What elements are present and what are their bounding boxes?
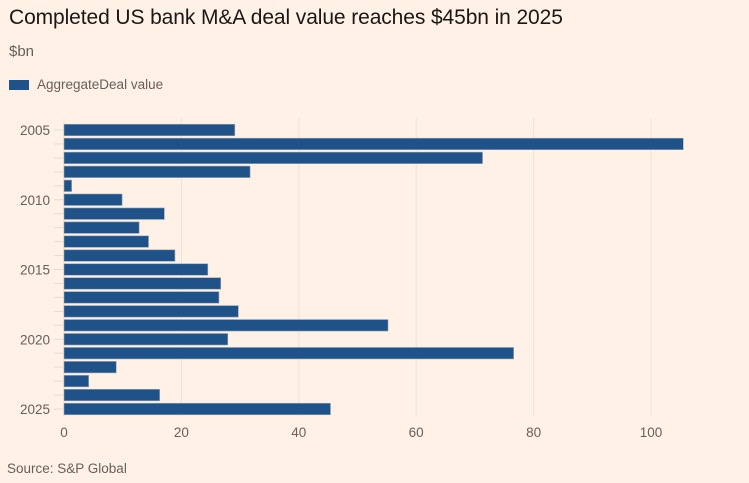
bar-2020: [63, 333, 229, 346]
bar-2005: [63, 123, 236, 137]
x-axis: 0 20 40 60 80 100: [60, 425, 662, 440]
bar-2025: [63, 402, 331, 416]
legend: AggregateDeal value: [9, 77, 163, 92]
bar-2015: [63, 263, 209, 276]
x-tick-label: 40: [291, 425, 306, 440]
y-tick-label: 2015: [20, 263, 50, 278]
bar-2010: [63, 193, 123, 206]
source-note: Source: S&P Global: [7, 461, 127, 476]
chart-title: Completed US bank M&A deal value reaches…: [9, 6, 563, 29]
x-tick-label: 0: [60, 425, 68, 440]
bar-2014: [63, 249, 176, 262]
bar-2012: [63, 221, 140, 234]
bar-2018: [63, 305, 239, 318]
bar-2017: [63, 291, 220, 304]
x-tick-label: 100: [640, 425, 663, 440]
bars: [63, 123, 684, 416]
x-tick-label: 60: [409, 425, 424, 440]
legend-swatch: [9, 79, 29, 90]
bar-2008: [63, 165, 251, 178]
bar-2023: [63, 375, 89, 388]
y-tick-label: 2010: [20, 193, 50, 208]
x-tick-label: 80: [526, 425, 541, 440]
bar-2021: [63, 347, 514, 360]
y-tick-label: 2020: [20, 332, 50, 347]
bar-2019: [63, 319, 389, 332]
bar-2009: [63, 179, 72, 192]
bar-2022: [63, 361, 117, 374]
x-tick-label: 20: [174, 425, 189, 440]
y-axis: 2005 2010 2015 2020 2025: [20, 123, 63, 417]
y-tick-label: 2025: [20, 402, 50, 417]
bar-2011: [63, 207, 165, 220]
bar-2007: [63, 151, 483, 164]
bar-2016: [63, 277, 222, 290]
y-tick-label: 2005: [20, 123, 50, 138]
bar-2013: [63, 235, 149, 248]
legend-label: AggregateDeal value: [37, 77, 164, 92]
bar-2006: [63, 137, 684, 150]
chart-subtitle: $bn: [9, 43, 35, 60]
bar-2024: [63, 388, 160, 402]
